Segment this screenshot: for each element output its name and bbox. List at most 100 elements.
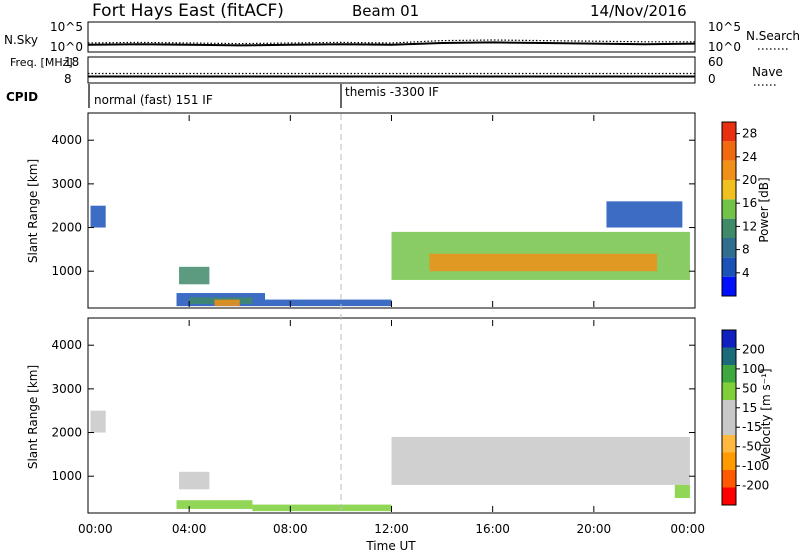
y-tick-label: 1000: [51, 264, 82, 278]
colorbar-tick-label: 28: [742, 127, 757, 141]
colorbar-swatch: [722, 238, 736, 258]
data-region: [429, 253, 658, 272]
freq-left-tick-top: 18: [64, 55, 79, 69]
data-region: [176, 500, 253, 509]
data-region: [179, 266, 210, 285]
colorbar-swatch: [722, 347, 736, 365]
noise-left-tick-top: 10^5: [50, 20, 83, 34]
power-data-layer: [90, 201, 690, 307]
data-region: [252, 504, 392, 512]
colorbar-tick-label: -15: [742, 420, 762, 434]
power-panel: 1000 2000 3000 4000 Slant Range [km] 4 8 12 16…: [26, 112, 771, 309]
colorbar-tick-label: 15: [742, 401, 757, 415]
colorbar-tick-label: -50: [742, 440, 762, 454]
y-tick-label: 3000: [51, 177, 82, 191]
colorbar-swatch: [722, 180, 736, 200]
y-tick-label: 2000: [51, 426, 82, 440]
colorbar-swatch: [722, 435, 736, 453]
colorbar-tick-label: 4: [742, 266, 750, 280]
colorbar-swatch: [722, 417, 736, 435]
colorbar-swatch: [722, 330, 736, 348]
data-region: [606, 201, 683, 228]
colorbar-swatch: [722, 218, 736, 238]
freq-left-tick-bottom: 8: [64, 72, 72, 86]
colorbar-tick-label: 200: [742, 342, 765, 356]
velocity-y-axis: 1000 2000 3000 4000: [51, 338, 695, 483]
colorbar-frame: [721, 329, 737, 506]
velocity-cbar-label: Velocity [m s⁻¹]: [759, 368, 773, 461]
frequency-panel: Freq. [MHz] 18 8 60 0 Nave: [10, 55, 783, 86]
data-region: [214, 299, 240, 307]
noise-panel: N.Sky 10^5 10^0 10^5 10^0 N.Search: [4, 20, 800, 54]
data-region: [179, 471, 210, 490]
data-region: [90, 205, 106, 228]
colorbar-swatch: [722, 160, 736, 180]
colorbar-tick-label: 100: [742, 362, 765, 376]
x-tick-label: 08:00: [273, 522, 308, 536]
data-region: [265, 299, 392, 307]
y-tick-label: 4000: [51, 338, 82, 352]
freq-right-label: Nave: [752, 65, 783, 79]
beam-label: Beam 01: [352, 2, 419, 20]
series-nsky-line: [87, 41, 696, 47]
power-frame: [87, 112, 696, 309]
power-ylabel: Slant Range [km]: [26, 159, 40, 263]
colorbar-tick-label: 50: [742, 381, 757, 395]
velocity-data-layer: [90, 410, 690, 512]
cpid-segment-1: normal (fast) 151 IF: [94, 93, 213, 107]
x-axis-label: Time UT: [365, 539, 416, 553]
colorbar-swatch: [722, 400, 736, 418]
colorbar-swatch: [722, 365, 736, 383]
power-y-axis: 1000 2000 3000 4000: [51, 133, 695, 278]
y-tick-label: 3000: [51, 382, 82, 396]
velocity-colorbar: 200 100 50 15 -15 -50 -100 -200: [721, 329, 769, 506]
cpid-segment-2: themis -3300 IF: [345, 85, 439, 99]
freq-right-tick-top: 60: [708, 55, 723, 69]
freq-right-tick-bottom: 0: [708, 72, 716, 86]
colorbar-swatch: [722, 487, 736, 505]
y-tick-label: 2000: [51, 221, 82, 235]
colorbar-tick-label: 12: [742, 219, 757, 233]
x-tick-label: 04:00: [172, 522, 207, 536]
colorbar-tick-label: 24: [742, 150, 757, 164]
date-label: 14/Nov/2016: [590, 2, 687, 20]
colorbar-swatch: [722, 276, 736, 296]
x-tick-label: 16:00: [475, 522, 510, 536]
x-tick-label: 12:00: [374, 522, 409, 536]
colorbar-tick-label: 16: [742, 196, 757, 210]
x-tick-label: 00:00: [78, 522, 113, 536]
y-tick-label: 4000: [51, 133, 82, 147]
colorbar-swatch: [722, 470, 736, 488]
colorbar-tick-label: -100: [742, 459, 769, 473]
velocity-panel: 1000 2000 3000 4000 Slant Range [km] 200 100…: [26, 115, 773, 553]
colorbar-frame: [721, 121, 737, 297]
colorbar-tick-label: 8: [742, 243, 750, 257]
freq-left-label: Freq. [MHz]: [10, 56, 73, 69]
noise-left-tick-bottom: 10^0: [50, 40, 83, 54]
colorbar-swatch: [722, 122, 736, 142]
x-tick-label: 00:00: [670, 522, 705, 536]
cpid-label: CPID: [6, 90, 38, 104]
noise-frame: [87, 21, 696, 53]
x-tick-label: 20:00: [577, 522, 612, 536]
colorbar-swatch: [722, 382, 736, 400]
data-region: [674, 484, 690, 499]
colorbar-swatch: [722, 141, 736, 161]
y-tick-label: 1000: [51, 469, 82, 483]
data-region: [391, 436, 690, 485]
power-cbar-label: Power [dB]: [757, 177, 771, 242]
time-axis: 00:00 04:00 08:00 12:00 16:00 20:00 00:00: [78, 115, 705, 536]
colorbar-swatch: [722, 257, 736, 277]
noise-right-label: N.Search: [746, 29, 800, 43]
freq-frame: [87, 56, 696, 84]
cpid-panel: CPID normal (fast) 151 IF themis -3300 I…: [6, 84, 439, 108]
colorbar-tick-label: 20: [742, 173, 757, 187]
radar-title: Fort Hays East (fitACF): [92, 1, 284, 21]
noise-right-tick-bottom: 10^0: [708, 40, 741, 54]
noise-left-label: N.Sky: [4, 33, 38, 47]
noise-right-tick-top: 10^5: [708, 20, 741, 34]
colorbar-tick-label: -200: [742, 479, 769, 493]
data-region: [90, 410, 106, 433]
colorbar-swatch: [722, 199, 736, 219]
